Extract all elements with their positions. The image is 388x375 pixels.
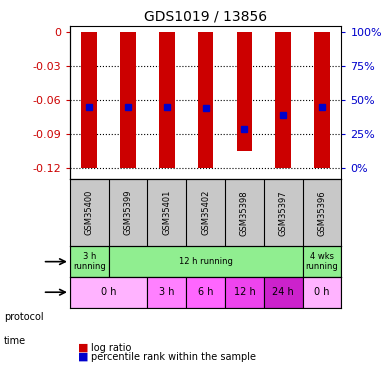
Text: ■: ■ [78, 352, 88, 362]
FancyBboxPatch shape [147, 277, 186, 308]
Text: 24 h: 24 h [272, 287, 294, 297]
Text: 0 h: 0 h [101, 287, 116, 297]
Text: GSM35396: GSM35396 [317, 190, 327, 236]
Text: GSM35401: GSM35401 [162, 190, 171, 236]
Text: GSM35399: GSM35399 [123, 190, 133, 236]
Bar [159, 32, 175, 168]
Text: 12 h running: 12 h running [179, 257, 232, 266]
Text: 3 h: 3 h [159, 287, 175, 297]
Text: 0 h: 0 h [314, 287, 330, 297]
Text: 6 h: 6 h [198, 287, 213, 297]
FancyBboxPatch shape [186, 277, 225, 308]
Text: GSM35397: GSM35397 [279, 190, 288, 236]
FancyBboxPatch shape [225, 277, 264, 308]
FancyBboxPatch shape [303, 246, 341, 277]
Text: GSM35402: GSM35402 [201, 190, 210, 236]
Bar [237, 32, 252, 151]
Bar [198, 32, 213, 168]
Text: 3 h
running: 3 h running [73, 252, 106, 272]
Text: 4 wks
running: 4 wks running [306, 252, 338, 272]
Text: percentile rank within the sample: percentile rank within the sample [91, 352, 256, 362]
Bar [314, 32, 330, 168]
FancyBboxPatch shape [70, 246, 109, 277]
FancyBboxPatch shape [109, 246, 303, 277]
Text: protocol: protocol [4, 312, 43, 322]
Bar [81, 32, 97, 168]
FancyBboxPatch shape [70, 277, 147, 308]
Text: GSM35400: GSM35400 [85, 190, 94, 236]
Text: log ratio: log ratio [91, 343, 132, 352]
FancyBboxPatch shape [264, 277, 303, 308]
Text: time: time [4, 336, 26, 346]
FancyBboxPatch shape [303, 277, 341, 308]
Bar [275, 32, 291, 168]
Text: ■: ■ [78, 343, 88, 352]
Text: GSM35398: GSM35398 [240, 190, 249, 236]
Text: 12 h: 12 h [234, 287, 255, 297]
Title: GDS1019 / 13856: GDS1019 / 13856 [144, 10, 267, 24]
Bar [120, 32, 136, 168]
